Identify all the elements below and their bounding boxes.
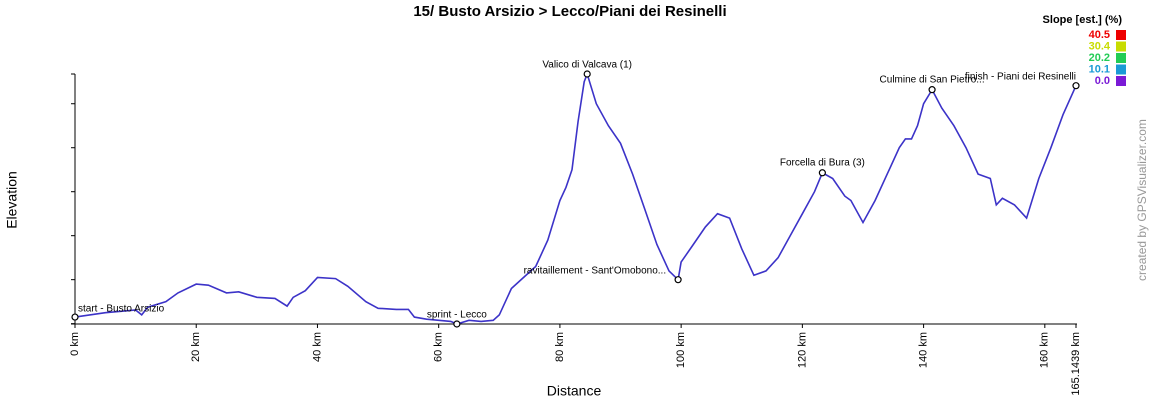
waypoint-marker	[674, 276, 682, 284]
waypoint-label: start - Busto Arsizio	[78, 304, 165, 315]
y-axis-title: Elevation	[4, 171, 20, 229]
legend-swatch	[1116, 53, 1126, 63]
credit: created by GPSVisualizer.com	[1135, 119, 1149, 281]
waypoint-marker	[818, 169, 826, 177]
legend-label: 0.0	[1095, 75, 1110, 87]
waypoint-marker	[1072, 82, 1080, 90]
waypoint-marker	[583, 70, 591, 78]
legend-label: 10.1	[1089, 63, 1110, 75]
waypoint-label: finish - Piani dei Resinelli	[965, 71, 1076, 82]
waypoint-marker	[453, 320, 461, 328]
waypoint-label: Valico di Valcava (1)	[542, 60, 632, 71]
legend-label: 20.2	[1089, 52, 1110, 64]
legend-label: 40.5	[1089, 29, 1110, 41]
chart-title: 15/ Busto Arsizio > Lecco/Piani dei Resi…	[413, 3, 726, 20]
x-tick-label: 165.1439 km	[1070, 332, 1082, 396]
x-tick-label: 40 km	[311, 332, 323, 362]
elevation-line	[74, 71, 1077, 325]
legend-label: 30.4	[1089, 40, 1111, 52]
legend-title: Slope [est.] (%)	[1043, 14, 1123, 26]
x-tick-label: 100 km	[675, 332, 687, 368]
x-tick-label: 160 km	[1039, 332, 1051, 368]
x-tick-label: 20 km	[190, 332, 202, 362]
waypoint-marker	[71, 313, 79, 321]
x-tick-label: 120 km	[796, 332, 808, 368]
waypoint-label: ravitaillement - Sant'Omobono...	[524, 265, 667, 276]
legend-swatch	[1116, 30, 1126, 40]
legend-swatch	[1116, 41, 1126, 52]
legend-swatch	[1116, 64, 1126, 75]
legend-swatch	[1116, 76, 1126, 86]
x-tick-label: 0 km	[69, 332, 81, 356]
waypoint-label: sprint - Lecco	[427, 310, 487, 321]
x-axis-title: Distance	[547, 383, 602, 399]
x-tick-label: 140 km	[917, 332, 929, 368]
waypoint-marker	[928, 86, 936, 94]
x-tick-label: 80 km	[554, 332, 566, 362]
waypoint-label: Forcella di Bura (3)	[780, 157, 865, 168]
x-tick-label: 60 km	[433, 332, 445, 362]
waypoint-label: Culmine di San Pietro...	[880, 74, 985, 85]
